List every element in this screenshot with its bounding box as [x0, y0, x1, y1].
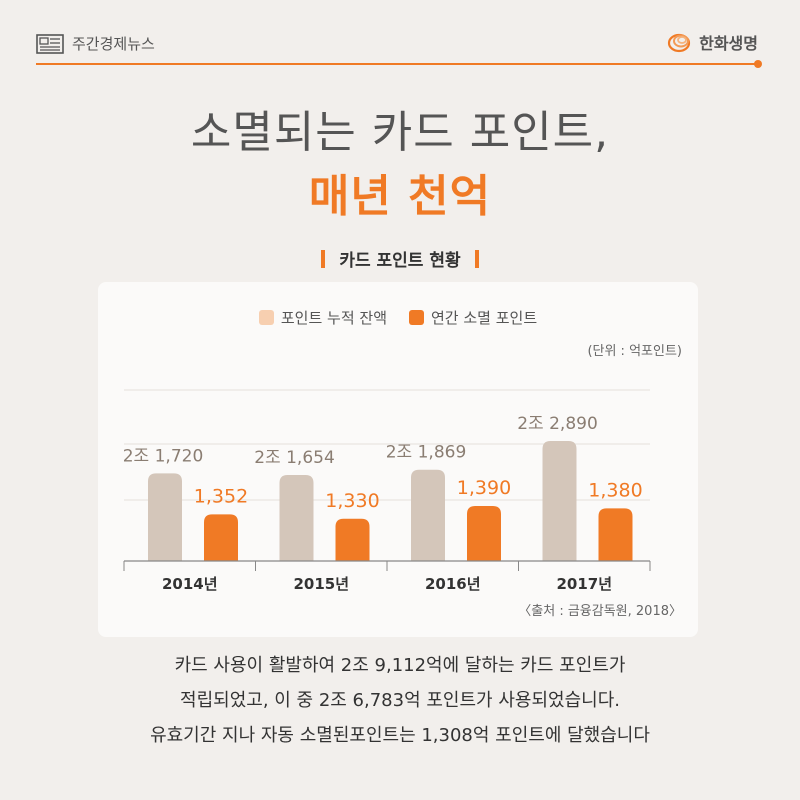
- body-text: 카드 사용이 활발하여 2조 9,112억에 달하는 카드 포인트가 적립되었고…: [0, 648, 800, 753]
- section-bar-left: [321, 250, 326, 268]
- data-label-balance: 2조 1,654: [254, 448, 335, 468]
- brand-right: 한화생명: [667, 30, 758, 54]
- data-label-expired: 1,352: [194, 485, 248, 507]
- bar-balance: [279, 474, 314, 561]
- legend-swatch-balance: [258, 310, 274, 325]
- unit-note: (단위 : 억포인트): [587, 344, 682, 359]
- title-line-2: 매년 천억: [308, 171, 492, 222]
- x-tick-label: 2016년: [425, 575, 481, 593]
- legend-item-balance: 포인트 누적 잔액: [258, 307, 387, 328]
- data-label-expired: 1,380: [588, 479, 642, 501]
- brand-right-label: 한화생명: [699, 34, 758, 53]
- data-label-balance: 2조 1,869: [386, 443, 467, 463]
- title-line-1: 소멸되는 카드 포인트,: [190, 107, 610, 158]
- legend-label-expired: 연간 소멸 포인트: [431, 309, 538, 327]
- bar-expired: [598, 508, 633, 561]
- bar-expired: [204, 514, 238, 561]
- chart-card: 포인트 누적 잔액 연간 소멸 포인트 (단위 : 억포인트) 2조 1,720…: [98, 282, 698, 637]
- bar-balance: [542, 441, 577, 561]
- x-tick-label: 2015년: [293, 575, 349, 593]
- bar-balance: [411, 469, 445, 561]
- legend-label-balance: 포인트 누적 잔액: [280, 309, 387, 327]
- data-label-expired: 1,390: [457, 477, 511, 499]
- data-label-expired: 1,330: [325, 490, 379, 512]
- newspaper-icon: [36, 33, 64, 54]
- data-label-balance: 2조 2,890: [517, 414, 598, 434]
- chart-section-title-text: 카드 포인트 현황: [339, 251, 461, 271]
- bar-chart: 2조 1,720 1,352 2014년 2조 1,654 1,330 2015년 2조 1…: [123, 389, 651, 593]
- data-label-balance: 2조 1,720: [123, 446, 204, 466]
- source-note: 〈출처 : 금융감독원, 2018〉: [518, 604, 682, 619]
- header-divider: [36, 63, 758, 65]
- bar-balance: [148, 473, 182, 561]
- x-tick-label: 2014년: [162, 575, 218, 593]
- bar-expired: [467, 506, 501, 561]
- brand-left-label: 주간경제뉴스: [72, 35, 155, 53]
- legend-item-expired: 연간 소멸 포인트: [409, 307, 537, 328]
- brand-left: 주간경제뉴스: [36, 33, 155, 54]
- body-line-2: 적립되었고, 이 중 2조 6,783억 포인트가 사용되었습니다.: [180, 690, 620, 711]
- header-divider-dot: [754, 60, 762, 68]
- bar-expired: [335, 518, 370, 561]
- legend-swatch-expired: [409, 310, 424, 325]
- hanwha-logo-icon: [668, 33, 691, 53]
- header: 주간경제뉴스 한화생명: [0, 0, 800, 75]
- chart-legend: 포인트 누적 잔액 연간 소멸 포인트: [98, 307, 698, 328]
- x-tick-label: 2017년: [556, 575, 612, 593]
- section-bar-right: [474, 250, 479, 268]
- body-line-1: 카드 사용이 활발하여 2조 9,112억에 달하는 카드 포인트가: [174, 655, 626, 676]
- chart-section-title: 카드 포인트 현황: [0, 246, 800, 271]
- body-line-3: 유효기간 지나 자동 소멸된포인트는 1,308억 포인트에 달했습니다: [150, 725, 650, 746]
